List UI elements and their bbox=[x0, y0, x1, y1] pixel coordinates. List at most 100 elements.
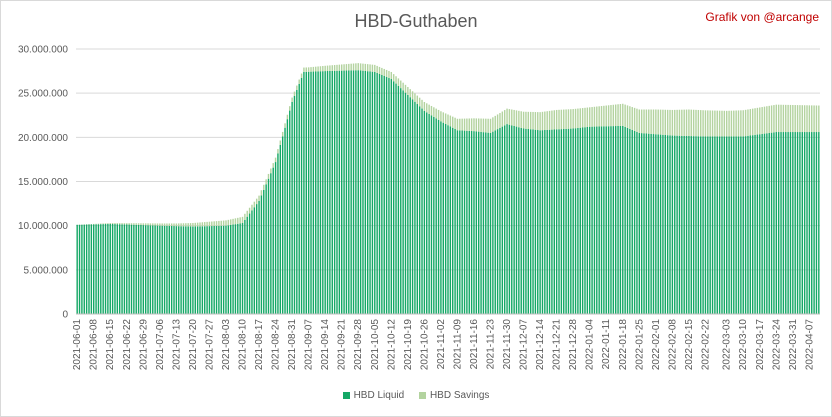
bar-hbd-savings bbox=[567, 109, 570, 129]
bar-hbd-savings bbox=[636, 108, 638, 132]
bar-hbd-savings bbox=[780, 104, 782, 133]
bar-hbd-savings bbox=[369, 64, 371, 72]
bar-hbd-liquid bbox=[130, 224, 133, 314]
bar-hbd-liquid bbox=[631, 129, 633, 314]
bar-hbd-savings bbox=[466, 118, 468, 131]
bar-hbd-savings bbox=[522, 111, 525, 129]
bar-hbd-liquid bbox=[480, 131, 482, 314]
bar-hbd-savings bbox=[97, 223, 100, 225]
bar-hbd-liquid bbox=[534, 129, 537, 314]
bar-hbd-savings bbox=[359, 63, 362, 71]
bar-hbd-liquid bbox=[718, 136, 721, 314]
bar-hbd-savings bbox=[678, 109, 681, 136]
bar-hbd-savings bbox=[144, 223, 147, 226]
bar-hbd-liquid bbox=[678, 135, 681, 314]
bar-hbd-savings bbox=[527, 111, 530, 130]
bar-hbd-liquid bbox=[204, 226, 206, 314]
bar-hbd-savings bbox=[700, 110, 702, 137]
bar-hbd-savings bbox=[711, 110, 714, 137]
bar-hbd-liquid bbox=[539, 130, 541, 314]
bar-hbd-savings bbox=[808, 105, 811, 133]
bar-hbd-liquid bbox=[192, 226, 194, 314]
bar-hbd-liquid bbox=[477, 131, 480, 314]
x-tick-label: 2021-10-19 bbox=[403, 319, 414, 371]
bar-hbd-liquid bbox=[397, 85, 400, 314]
bar-hbd-liquid bbox=[482, 132, 485, 314]
bar-hbd-liquid bbox=[241, 223, 244, 314]
bar-hbd-savings bbox=[364, 63, 367, 71]
bar-hbd-savings bbox=[109, 223, 111, 224]
bar-hbd-savings bbox=[130, 223, 133, 225]
bar-hbd-savings bbox=[281, 131, 284, 137]
bar-hbd-savings bbox=[643, 109, 645, 134]
bar-hbd-liquid bbox=[607, 126, 610, 314]
bar-hbd-liquid bbox=[426, 112, 428, 314]
x-tick-label: 2022-02-01 bbox=[651, 319, 662, 371]
bar-hbd-savings bbox=[747, 109, 749, 136]
bar-hbd-savings bbox=[683, 109, 685, 136]
bar-hbd-savings bbox=[681, 109, 683, 136]
bar-hbd-liquid bbox=[643, 133, 645, 314]
bar-hbd-liquid bbox=[622, 125, 624, 314]
bar-hbd-liquid bbox=[126, 224, 128, 314]
bar-hbd-liquid bbox=[227, 225, 230, 314]
bar-hbd-savings bbox=[395, 76, 397, 84]
bar-hbd-savings bbox=[140, 223, 142, 225]
bar-hbd-liquid bbox=[685, 135, 688, 314]
bar-hbd-savings bbox=[161, 223, 163, 226]
bar-hbd-savings bbox=[773, 105, 775, 133]
bar-hbd-liquid bbox=[796, 132, 799, 314]
bar-hbd-liquid bbox=[499, 127, 501, 314]
bar-hbd-liquid bbox=[133, 224, 135, 314]
bar-hbd-savings bbox=[640, 109, 643, 134]
bar-hbd-liquid bbox=[196, 226, 199, 314]
chart-title: HBD-Guthaben bbox=[354, 11, 478, 31]
bar-hbd-liquid bbox=[751, 135, 754, 314]
bar-hbd-savings bbox=[433, 107, 435, 117]
bar-hbd-savings bbox=[534, 112, 537, 130]
bar-hbd-savings bbox=[759, 107, 761, 135]
x-tick-label: 2021-12-28 bbox=[568, 319, 579, 371]
bar-hbd-liquid bbox=[759, 134, 761, 314]
bar-hbd-savings bbox=[170, 223, 173, 226]
bar-hbd-liquid bbox=[121, 224, 123, 314]
bar-hbd-savings bbox=[475, 118, 478, 132]
bar-hbd-savings bbox=[626, 105, 629, 128]
bar-hbd-liquid bbox=[312, 71, 315, 315]
bar-hbd-savings bbox=[768, 105, 770, 133]
bar-hbd-savings bbox=[244, 213, 246, 220]
bar-hbd-liquid bbox=[366, 71, 369, 314]
bar-hbd-liquid bbox=[709, 136, 711, 314]
x-tick-label: 2021-11-09 bbox=[452, 319, 463, 370]
bar-hbd-liquid bbox=[662, 134, 664, 314]
bar-hbd-savings bbox=[185, 223, 187, 227]
bar-hbd-liquid bbox=[522, 128, 525, 314]
bar-hbd-liquid bbox=[756, 134, 759, 314]
bar-hbd-liquid bbox=[142, 225, 145, 314]
bar-hbd-savings bbox=[520, 111, 522, 128]
bar-hbd-savings bbox=[135, 223, 137, 225]
bar-hbd-liquid bbox=[166, 225, 168, 314]
bar-hbd-liquid bbox=[371, 71, 374, 314]
bar-hbd-liquid bbox=[352, 70, 355, 314]
bar-hbd-liquid bbox=[737, 136, 740, 314]
x-tick-label: 2021-10-26 bbox=[419, 319, 430, 371]
bar-hbd-liquid bbox=[359, 70, 362, 314]
bar-hbd-liquid bbox=[185, 226, 187, 314]
bar-hbd-liquid bbox=[537, 130, 539, 314]
bar-hbd-savings bbox=[397, 78, 400, 86]
bar-hbd-liquid bbox=[267, 178, 270, 314]
bar-hbd-liquid bbox=[593, 126, 596, 314]
x-tick-label: 2021-06-08 bbox=[89, 319, 100, 371]
legend-swatch-savings bbox=[418, 392, 426, 399]
bar-hbd-savings bbox=[494, 115, 496, 131]
bar-hbd-liquid bbox=[459, 130, 461, 314]
bar-hbd-liquid bbox=[232, 224, 234, 314]
bar-hbd-savings bbox=[766, 106, 768, 134]
bar-hbd-savings bbox=[225, 220, 227, 226]
bar-hbd-liquid bbox=[421, 108, 423, 314]
bar-hbd-liquid bbox=[293, 95, 296, 314]
bar-hbd-liquid bbox=[109, 223, 111, 314]
bar-hbd-savings bbox=[385, 69, 388, 78]
bar-hbd-liquid bbox=[291, 102, 293, 314]
